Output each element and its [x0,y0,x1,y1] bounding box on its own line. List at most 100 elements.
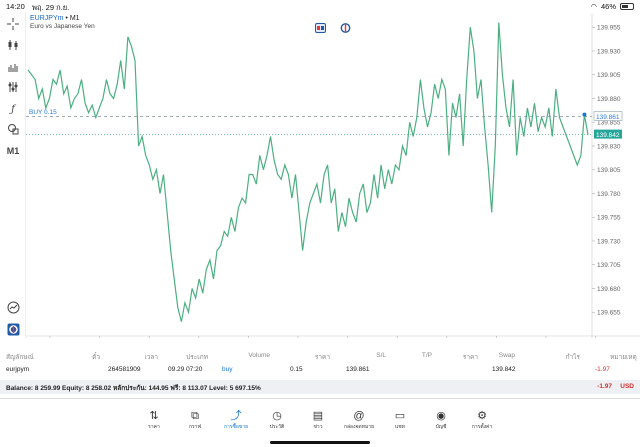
symbol-separator: • [65,15,68,22]
balance-summary: Balance: 8 259.99 Equity: 8 258.02 หลักป… [6,385,261,392]
symbol-header[interactable]: EURJPYm • M1 [30,15,80,22]
column-header[interactable]: กำไร [565,354,580,361]
tab-chat[interactable]: ▭ แชท [382,409,418,431]
account-icon: ◉ [436,410,446,422]
tab-label: แชท [395,424,405,430]
home-indicator [270,441,370,444]
broker-logo-icon[interactable] [4,321,22,337]
y-tick-label: 139.830 [597,143,621,150]
column-header[interactable]: ประเภท [186,354,208,361]
y-tick-label: 139.680 [597,286,621,293]
cell-time: 09.29 07:20 [168,366,203,373]
one-click-trade-icon[interactable] [315,20,326,38]
tab-label: ประวัติ [269,424,285,430]
tab-mailbox-at[interactable]: @ กล่องจดหมาย [341,409,377,431]
cell-profit: -1.97 [595,366,610,373]
y-tick-label: 139.955 [597,25,621,32]
table-row[interactable]: eurjpym 264581909 09.29 07:20 buy 0.15 139.86… [0,364,640,377]
battery-icon [620,3,634,10]
news-icon: ▤ [312,410,324,422]
column-header[interactable]: ราคา [314,354,330,361]
y-tick-label: 139.755 [597,215,621,222]
current-price-tag [594,129,622,139]
settings-gear-icon: ⚙ [477,410,487,422]
y-tick-label: 139.880 [597,96,621,103]
cell-ticket: 264581909 [108,366,141,373]
y-tick-label: 139.780 [597,191,621,198]
account-currency: USD [620,383,634,390]
tab-settings-gear[interactable]: ⚙ การตั้งค่า [464,409,500,431]
quotes-arrows-icon: ⇅ [149,410,159,422]
tab-account[interactable]: ◉ บัญชี [423,409,459,431]
status-date: พฤ. 29 ก.ย. [32,3,70,12]
chat-icon: ▭ [394,410,406,422]
last-price-dot [582,112,587,117]
wifi-icon: ◠ [590,2,597,11]
price-chart[interactable]: 139.955139.930139.905139.880139.855139.8… [26,13,640,338]
tab-label: กราฟ [188,424,202,430]
column-header[interactable]: เวลา [144,354,158,361]
y-tick-label: 139.655 [597,310,621,317]
y-tick-label: 139.705 [597,262,621,269]
status-time: 14:20 [6,2,25,11]
price-series-line [27,22,589,322]
y-tick-label: 139.855 [597,120,621,127]
positions-table-header: สัญลักษณ์ ตั๋ว เวลา ประเภท Volume ราคา S/L T/P ร… [0,350,640,362]
column-header[interactable]: S/L [376,352,386,359]
symbol-timeframe: M1 [69,15,80,22]
history-clock-icon: ◷ [272,410,282,422]
tab-history-clock[interactable]: ◷ ประวัติ [259,409,295,431]
objects-icon[interactable] [4,79,22,95]
battery-percent: 46% [600,2,616,11]
cell-symbol: eurjpym [6,366,30,373]
indicators-icon[interactable] [4,58,22,74]
tab-label: กล่องจดหมาย [343,424,375,430]
symbol-name[interactable]: EURJPYm [30,15,64,22]
column-header[interactable]: ตั๋ว [92,354,100,361]
mailbox-at-icon: @ [353,410,365,422]
tab-news[interactable]: ▤ ข่าว [300,409,336,431]
trade-chart-icon: ⤴ [230,410,242,422]
column-header[interactable]: Swap [498,352,515,359]
symbol-description: Euro vs Japanese Yen [30,23,95,30]
column-header[interactable]: หมายเหตุ [610,354,637,361]
cell-open-price: 139.861 [346,366,370,373]
y-tick-label: 139.930 [597,48,621,55]
cell-current-price: 139.842 [492,366,516,373]
current-price-tag-label: 139.842 [596,132,620,139]
tab-label: บัญชี [435,424,447,430]
tab-trade-chart[interactable]: ⤴ การซื้อขาย [218,409,254,431]
status-right: ◠ 46% [590,2,634,11]
crosshair-icon[interactable] [4,16,22,32]
buy-price-tag-label: 139.861 [596,114,620,121]
timeframe-button[interactable]: M1 [6,146,20,156]
tab-quotes-arrows[interactable]: ⇅ ราคา [136,409,172,431]
candles-icon: ⧉ [191,410,199,422]
buy-price-tag [593,111,623,121]
total-profit: -1.97 [597,383,612,390]
trading-status-icon[interactable] [340,20,351,38]
tab-label: ราคา [148,424,160,430]
bottom-tab-bar: ⇅ ราคา ⧉ กราฟ ⤴ การซื้อขาย ◷ ประวัติ ▤ ข่าว @ กล่อง… [0,398,640,447]
chart-toolbar: ƒ M1 [0,13,26,338]
column-header[interactable]: Volume [248,352,270,359]
cell-type: buy [222,366,233,373]
column-header[interactable]: T/P [421,352,432,359]
y-tick-label: 139.805 [597,167,621,174]
tab-candles[interactable]: ⧉ กราฟ [177,409,213,431]
function-icon[interactable]: ƒ [11,103,15,115]
status-bar: 14:20 พฤ. 29 ก.ย. ◠ 46% [0,0,640,13]
tab-label: ข่าว [313,424,323,430]
buy-line-label: BUY 0.15 [29,109,57,116]
chart-type-icon[interactable] [4,37,22,53]
tab-label: การซื้อขาย [223,424,249,430]
trade-signal-icon[interactable] [4,299,22,315]
tab-label: การตั้งค่า [471,424,493,430]
column-header[interactable]: สัญลักษณ์ [6,354,34,361]
y-tick-label: 139.905 [597,72,621,79]
y-tick-label: 139.730 [597,238,621,245]
balance-bar: Balance: 8 259.99 Equity: 8 258.02 หลักป… [0,380,640,394]
column-header[interactable]: ราคา [462,354,478,361]
cell-volume: 0.15 [290,366,303,373]
shapes-icon[interactable] [4,121,22,137]
